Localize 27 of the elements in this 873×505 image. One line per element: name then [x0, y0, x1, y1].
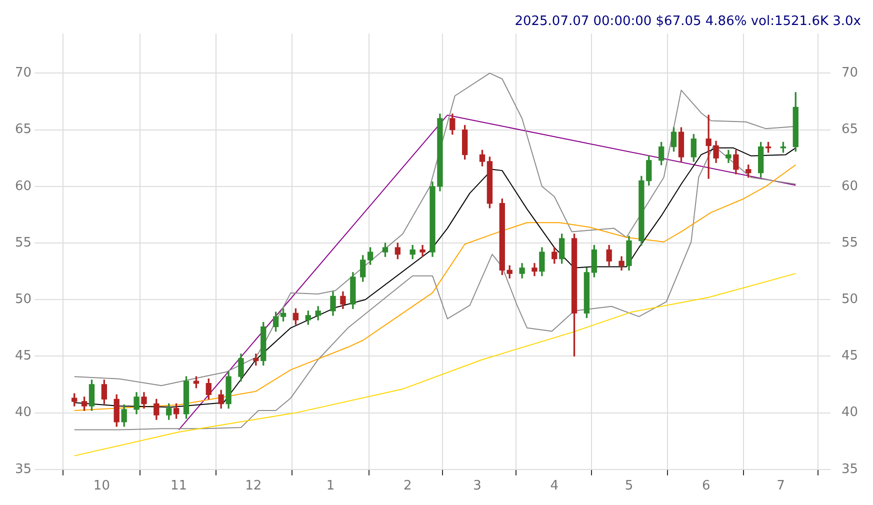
x-tick-label: 11 [170, 478, 188, 494]
y-tick-label: 50 [14, 292, 32, 307]
y2-tick-label: 70 [841, 66, 858, 81]
chart-title: 2025.07.07 00:00:00 $67.05 4.86% vol:1521.6K 3.0x [514, 14, 862, 30]
y2-tick-label: 35 [841, 462, 858, 477]
y-tick-label: 40 [14, 405, 32, 420]
x-tick-label: 12 [245, 478, 262, 494]
x-tick-label: 7 [776, 478, 785, 494]
x-tick-label: 4 [550, 478, 559, 494]
y2-tick-label: 60 [841, 178, 858, 194]
x-tick-label: 3 [473, 478, 482, 494]
y2-tick-label: 55 [841, 235, 858, 250]
y2-tick-label: 40 [841, 405, 858, 420]
y-tick-label: 35 [14, 462, 32, 477]
x-tick-label: 2 [403, 478, 412, 494]
x-tick-label: 10 [93, 478, 110, 494]
y-tick-label: 45 [14, 348, 32, 364]
x-tick-label: 1 [326, 478, 335, 494]
y-tick-label: 55 [14, 235, 32, 250]
y2-tick-label: 50 [841, 292, 858, 307]
y-tick-label: 65 [14, 122, 32, 138]
y-tick-label: 60 [14, 178, 32, 194]
y2-tick-label: 65 [841, 122, 858, 138]
x-tick-label: 5 [624, 478, 634, 494]
x-tick-label: 6 [702, 478, 710, 494]
y2-tick-label: 45 [841, 348, 858, 364]
y-tick-label: 70 [14, 66, 32, 81]
